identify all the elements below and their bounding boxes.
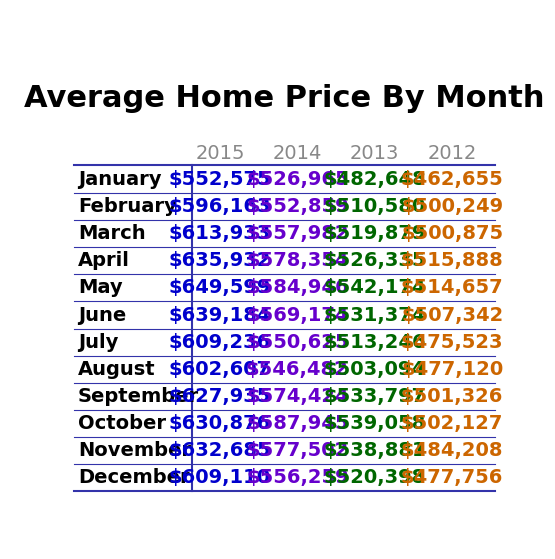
Text: $596,163: $596,163 bbox=[169, 197, 271, 216]
Text: $507,342: $507,342 bbox=[401, 306, 503, 325]
Text: August: August bbox=[78, 359, 155, 378]
Text: $503,094: $503,094 bbox=[324, 359, 426, 378]
Text: January: January bbox=[78, 170, 162, 189]
Text: November: November bbox=[78, 441, 191, 460]
Text: 2015: 2015 bbox=[195, 144, 245, 163]
Text: $557,982: $557,982 bbox=[246, 224, 349, 243]
Text: 2014: 2014 bbox=[273, 144, 322, 163]
Text: $578,354: $578,354 bbox=[246, 252, 349, 271]
Text: $649,599: $649,599 bbox=[169, 278, 271, 297]
Text: May: May bbox=[78, 278, 123, 297]
Text: $552,859: $552,859 bbox=[246, 197, 349, 216]
Text: $538,881: $538,881 bbox=[324, 441, 426, 460]
Text: $556,259: $556,259 bbox=[246, 468, 349, 487]
Text: July: July bbox=[78, 333, 118, 352]
Text: October: October bbox=[78, 414, 166, 433]
Text: $539,058: $539,058 bbox=[324, 414, 426, 433]
Text: $587,945: $587,945 bbox=[246, 414, 349, 433]
Text: April: April bbox=[78, 252, 130, 271]
Text: $639,184: $639,184 bbox=[169, 306, 271, 325]
Text: $635,932: $635,932 bbox=[169, 252, 271, 271]
Text: 2013: 2013 bbox=[350, 144, 400, 163]
Text: $630,876: $630,876 bbox=[169, 414, 271, 433]
Text: $484,208: $484,208 bbox=[401, 441, 503, 460]
Text: $609,110: $609,110 bbox=[169, 468, 271, 487]
Text: $501,326: $501,326 bbox=[401, 387, 503, 406]
Text: $569,174: $569,174 bbox=[246, 306, 349, 325]
Text: 2012: 2012 bbox=[427, 144, 477, 163]
Text: $552,575: $552,575 bbox=[169, 170, 271, 189]
Text: June: June bbox=[78, 306, 126, 325]
Text: $475,523: $475,523 bbox=[401, 333, 503, 352]
Text: $574,424: $574,424 bbox=[246, 387, 349, 406]
Text: $542,174: $542,174 bbox=[324, 278, 426, 297]
Text: Average Home Price By Month: Average Home Price By Month bbox=[24, 84, 544, 113]
Text: $533,797: $533,797 bbox=[324, 387, 426, 406]
Text: $513,246: $513,246 bbox=[324, 333, 426, 352]
Text: February: February bbox=[78, 197, 176, 216]
Text: $609,236: $609,236 bbox=[169, 333, 271, 352]
Text: March: March bbox=[78, 224, 145, 243]
Text: $526,335: $526,335 bbox=[324, 252, 426, 271]
Text: $515,888: $515,888 bbox=[401, 252, 503, 271]
Text: $482,648: $482,648 bbox=[324, 170, 426, 189]
Text: $602,607: $602,607 bbox=[169, 359, 271, 378]
Text: $550,625: $550,625 bbox=[246, 333, 349, 352]
Text: $577,502: $577,502 bbox=[246, 441, 349, 460]
Text: $477,756: $477,756 bbox=[401, 468, 503, 487]
Text: $462,655: $462,655 bbox=[401, 170, 503, 189]
Text: $584,946: $584,946 bbox=[246, 278, 349, 297]
Text: $613,933: $613,933 bbox=[169, 224, 271, 243]
Text: $502,127: $502,127 bbox=[401, 414, 503, 433]
Text: $510,580: $510,580 bbox=[324, 197, 426, 216]
Text: December: December bbox=[78, 468, 190, 487]
Text: $526,965: $526,965 bbox=[246, 170, 349, 189]
Text: $531,374: $531,374 bbox=[324, 306, 426, 325]
Text: $627,935: $627,935 bbox=[169, 387, 271, 406]
Text: $477,120: $477,120 bbox=[401, 359, 503, 378]
Text: $514,657: $514,657 bbox=[401, 278, 503, 297]
Text: $632,685: $632,685 bbox=[169, 441, 271, 460]
Text: $519,879: $519,879 bbox=[324, 224, 426, 243]
Text: $500,249: $500,249 bbox=[401, 197, 503, 216]
Text: $546,482: $546,482 bbox=[246, 359, 349, 378]
Text: September: September bbox=[78, 387, 199, 406]
Text: $520,398: $520,398 bbox=[324, 468, 426, 487]
Text: $500,875: $500,875 bbox=[401, 224, 503, 243]
